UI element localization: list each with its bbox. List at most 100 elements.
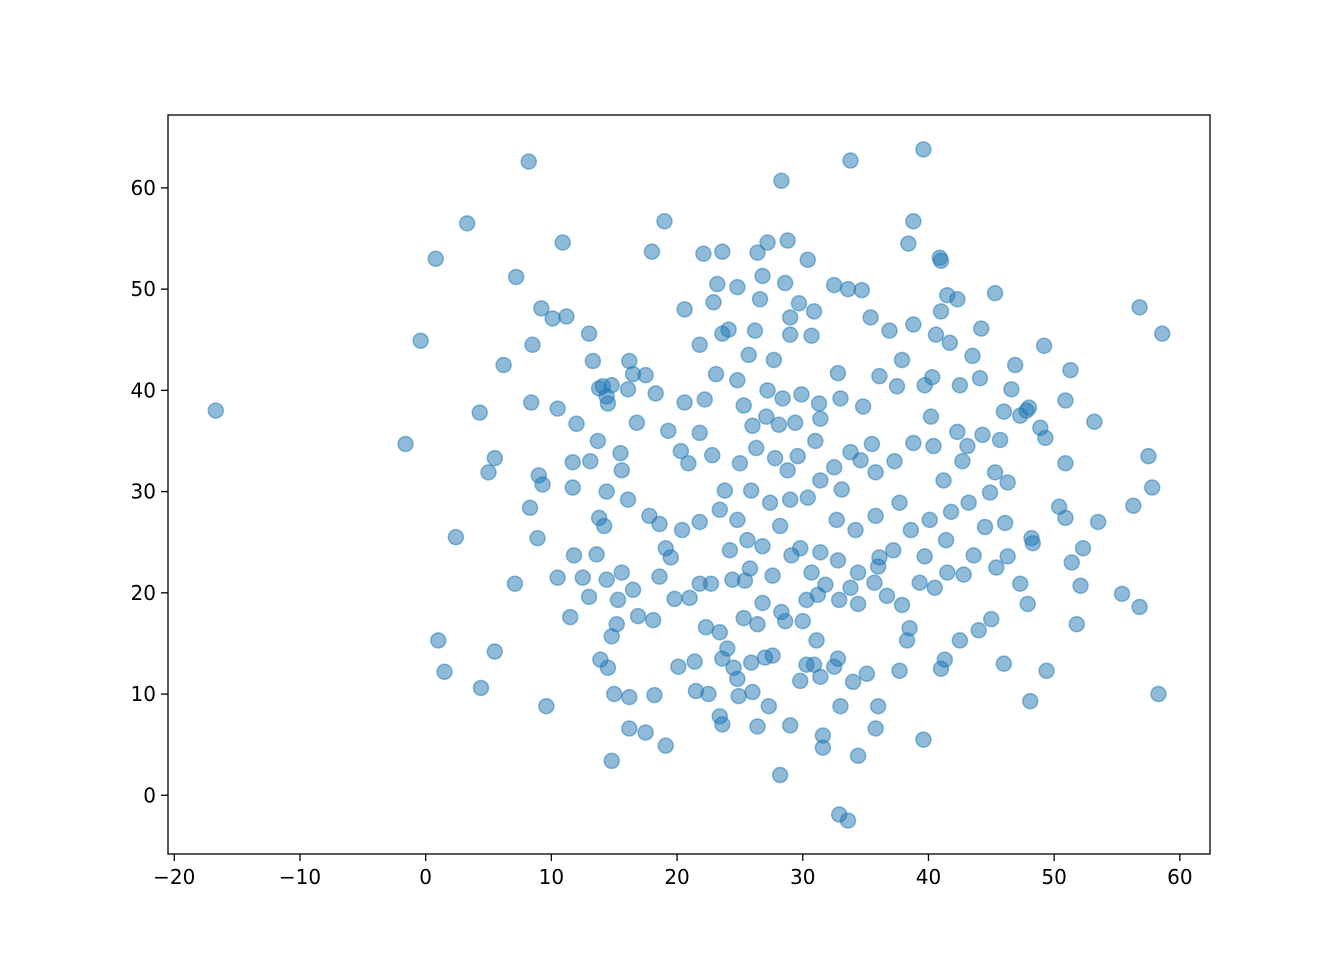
scatter-point [608, 615, 625, 633]
scatter-point [812, 410, 829, 427]
scatter-point [893, 596, 911, 614]
scatter-point [901, 620, 918, 637]
x-axis: −20 −10 0 10 20 30 40 50 60 [153, 854, 1193, 889]
scatter-point [629, 607, 647, 625]
scatter-point [781, 491, 799, 508]
scatter-point [771, 766, 789, 784]
scatter-point [646, 686, 663, 704]
scatter-point [833, 481, 850, 498]
scatter-point [970, 622, 987, 639]
scatter-point [974, 426, 991, 444]
scatter-point [612, 444, 629, 462]
scatter-point [480, 464, 497, 481]
scatter-point [742, 482, 760, 499]
y-axis: 0 10 20 30 40 50 60 [131, 176, 168, 807]
scatter-point [619, 491, 637, 508]
x-tick-label: 20 [664, 865, 689, 889]
scatter-point [866, 574, 883, 591]
scatter-point [915, 731, 932, 748]
scatter-point [1018, 402, 1035, 419]
scatter-point [995, 403, 1013, 420]
scatter-point [794, 612, 812, 630]
points-layer [207, 141, 1171, 829]
scatter-point [941, 334, 959, 352]
scatter-point [951, 632, 969, 649]
scatter-point [1125, 497, 1142, 515]
scatter-point [951, 377, 969, 394]
scatter-point [730, 687, 747, 705]
scatter-point [810, 395, 828, 412]
scatter-point [825, 459, 843, 476]
scatter-point [971, 369, 989, 387]
scatter-point [807, 432, 824, 450]
scatter-point [863, 435, 881, 453]
scatter-point [603, 752, 620, 770]
scatter-point [521, 499, 539, 517]
scatter-point [613, 462, 631, 479]
scatter-point [619, 381, 637, 398]
scatter-point [927, 326, 945, 343]
scatter-point [720, 321, 737, 338]
y-tick-label: 0 [143, 783, 156, 807]
scatter-point [770, 416, 788, 434]
scatter-point [932, 303, 950, 320]
scatter-point [789, 447, 806, 465]
scatter-point [960, 494, 977, 511]
scatter-point [397, 435, 414, 453]
scatter-point [932, 660, 950, 677]
scatter-point [839, 280, 857, 298]
x-tick-label: 40 [916, 865, 941, 889]
scatter-point [744, 683, 761, 701]
scatter-point [825, 658, 843, 675]
scatter-point [554, 234, 571, 251]
scatter-point [605, 685, 623, 703]
scatter-point [549, 400, 566, 417]
scatter-point [937, 531, 955, 549]
scatter-point [844, 673, 862, 691]
scatter-point [747, 439, 765, 457]
scatter-point [749, 718, 766, 735]
scatter-point [697, 618, 715, 636]
scatter-point [759, 382, 776, 399]
scatter-point [754, 594, 771, 612]
scatter-point [781, 326, 799, 343]
scatter-point [849, 564, 867, 581]
scatter-point [427, 250, 444, 268]
scatter-point [680, 454, 697, 472]
scatter-point [858, 665, 876, 683]
scatter-point [673, 521, 691, 539]
scatter-point [754, 538, 771, 555]
scatter-point [637, 366, 654, 384]
scatter-point [812, 544, 829, 561]
scatter-point [921, 511, 938, 529]
scatter-point [781, 309, 799, 326]
scatter-point [886, 452, 903, 470]
scatter-point [1057, 392, 1074, 409]
scatter-point [660, 422, 677, 440]
scatter-point [862, 309, 879, 326]
scatter-point [839, 812, 857, 829]
scatter-point [766, 449, 784, 467]
scatter-point [854, 398, 872, 415]
scatter-point [524, 336, 541, 354]
scatter-point [670, 658, 687, 675]
scatter-point [805, 303, 823, 320]
scatter-point [1024, 534, 1042, 552]
scatter-point [584, 352, 602, 370]
scatter-point [878, 587, 896, 605]
scatter-point [832, 390, 849, 407]
scatter-point [599, 395, 617, 412]
scatter-point [829, 364, 847, 382]
scatter-point [773, 172, 790, 190]
scatter-point [1140, 447, 1157, 465]
scatter-point [986, 284, 1004, 302]
scatter-point [988, 559, 1005, 576]
scatter-point [637, 724, 654, 741]
scatter-point [925, 437, 942, 455]
scatter-point [495, 356, 512, 374]
scatter-point [867, 720, 884, 737]
scatter-point [651, 515, 668, 533]
scatter-point [739, 531, 756, 549]
scatter-point [735, 609, 752, 627]
